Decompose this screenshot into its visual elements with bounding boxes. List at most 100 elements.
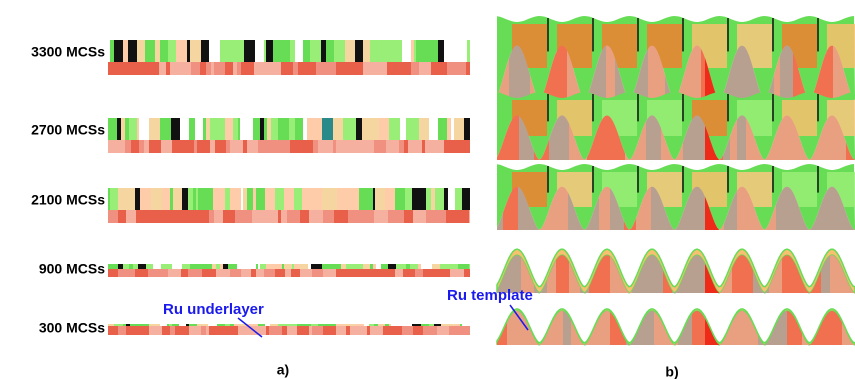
film-segment (363, 264, 370, 269)
film-segment (323, 324, 329, 326)
underlayer-segment (348, 210, 351, 223)
underlayer-segment (108, 140, 116, 153)
film-segment (235, 40, 238, 62)
underlayer-segment (161, 269, 168, 277)
film-segment (248, 324, 258, 326)
film-segment (462, 324, 470, 326)
film-segment (303, 118, 307, 140)
film-segment (220, 40, 225, 62)
film-segment (212, 264, 216, 269)
underlayer-segment (432, 210, 446, 223)
film-segment (297, 118, 303, 140)
underlayer-segment (447, 62, 457, 75)
underlayer-segment (241, 62, 254, 75)
underlayer-segment (190, 140, 194, 153)
film-segment (329, 324, 336, 326)
underlayer-segment (168, 269, 181, 277)
film-segment (253, 188, 256, 210)
underlayer-segment (125, 140, 131, 153)
film-segment (230, 188, 241, 210)
underlayer-segment (206, 62, 211, 75)
underlayer-segment (312, 326, 323, 335)
film-segment (278, 118, 289, 140)
film-segment (310, 40, 316, 62)
template-grain (515, 232, 521, 293)
underlayer-segment (294, 140, 304, 153)
underlayer-segment (191, 62, 200, 75)
film-segment (270, 324, 278, 326)
film-segment (265, 188, 275, 210)
underlayer-segment (149, 140, 161, 153)
film-segment (238, 118, 240, 140)
film-segment (152, 324, 160, 326)
film-segment (211, 188, 213, 210)
film-segment (303, 40, 310, 62)
underlayer-segment (413, 326, 419, 335)
template-grain (654, 290, 669, 345)
film-segment (440, 264, 450, 269)
film-segment (108, 118, 117, 140)
underlayer-segment (275, 269, 285, 277)
underlayer-segment (198, 210, 204, 223)
film-segment (182, 264, 190, 269)
underlayer-segment (358, 62, 363, 75)
film-segment (395, 188, 405, 210)
underlayer-segment (135, 62, 146, 75)
underlayer-segment (422, 140, 425, 153)
film-segment (284, 264, 292, 269)
film-segment (370, 40, 381, 62)
underlayer-segment (373, 269, 380, 277)
underlayer-segment (468, 326, 470, 335)
film-segment (364, 324, 369, 326)
film-segment (266, 264, 273, 269)
film-segment (342, 188, 345, 210)
underlayer-segment (423, 326, 437, 335)
underlayer-segment (353, 140, 357, 153)
film-segment (448, 324, 455, 326)
film-segment (337, 188, 342, 210)
film-segment (176, 40, 187, 62)
underlayer-segment (114, 62, 124, 75)
film-segment (145, 40, 155, 62)
underlayer-segment (311, 62, 316, 75)
underlayer-segment (399, 210, 404, 223)
underlayer-segment (449, 326, 462, 335)
film-segment (322, 118, 333, 140)
film-segment (258, 264, 260, 269)
film-segment (162, 188, 170, 210)
film-segment (308, 264, 311, 269)
underlayer-segment (313, 140, 318, 153)
film-segment (381, 40, 390, 62)
film-segment (196, 188, 198, 210)
film-segment (295, 118, 297, 140)
film-segment (203, 188, 211, 210)
underlayer-segment (304, 140, 313, 153)
underlayer-segment (419, 62, 431, 75)
film-segment (190, 264, 198, 269)
film-segment (414, 40, 416, 62)
underlayer-segment (263, 210, 272, 223)
film-segment (108, 188, 110, 210)
film-segment (188, 188, 193, 210)
film-segment (264, 40, 266, 62)
film-segment (256, 188, 265, 210)
film-segment (448, 188, 455, 210)
film-segment (312, 188, 322, 210)
film-segment (430, 40, 438, 62)
underlayer-segment (122, 210, 126, 223)
film-segment (419, 118, 429, 140)
film-segment (385, 188, 395, 210)
film-segment (374, 324, 376, 326)
underlayer-segment (148, 269, 154, 277)
film-segment (300, 264, 308, 269)
underlayer-segment (214, 62, 225, 75)
underlayer-segment (108, 326, 113, 335)
film-segment (429, 118, 438, 140)
underlayer-segment (267, 62, 281, 75)
underlayer-segment (357, 326, 367, 335)
film-segment (375, 188, 385, 210)
underlayer-segment (336, 140, 343, 153)
film-segment (160, 40, 168, 62)
underlayer-segment (309, 269, 312, 277)
film-segment (201, 40, 209, 62)
